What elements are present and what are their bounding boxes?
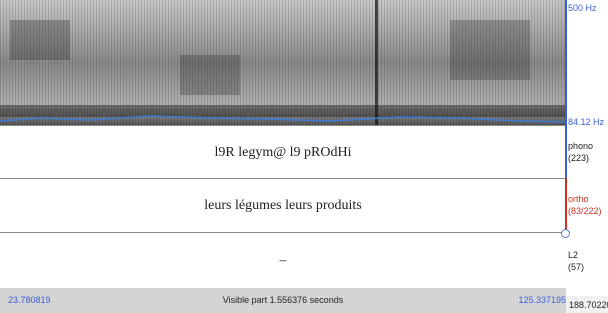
tier[interactable]: l9R legym@ l9 pROdHi	[0, 125, 566, 179]
footer-bar: 23.780819 Visible part 1.556376 seconds …	[0, 288, 566, 313]
tier-count: (57)	[568, 262, 584, 273]
tier-name: ortho	[568, 194, 589, 205]
tier-marker	[561, 229, 570, 238]
tier[interactable]: –	[0, 232, 566, 289]
tier-name: L2	[568, 250, 578, 261]
total-duration: 188.70220	[569, 300, 608, 310]
cursor-line	[565, 0, 567, 178]
tier-count: (223)	[568, 153, 589, 164]
tier-count: (83/222)	[568, 206, 602, 217]
total-duration-box[interactable]: 188.70220	[566, 296, 608, 313]
cursor-line	[565, 178, 567, 232]
praat-window: l9R legym@ l9 pROdHi leurs légumes leurs…	[0, 0, 608, 313]
end-time: 125.337195	[518, 295, 566, 305]
tier-name: phono	[568, 141, 593, 152]
spectrogram	[0, 0, 566, 126]
visible-duration[interactable]: Visible part 1.556376 seconds	[0, 295, 566, 305]
freq-top: 500 Hz	[568, 3, 597, 14]
tier[interactable]: leurs légumes leurs produits	[0, 178, 566, 233]
freq-bottom: 84.12 Hz	[568, 117, 604, 128]
